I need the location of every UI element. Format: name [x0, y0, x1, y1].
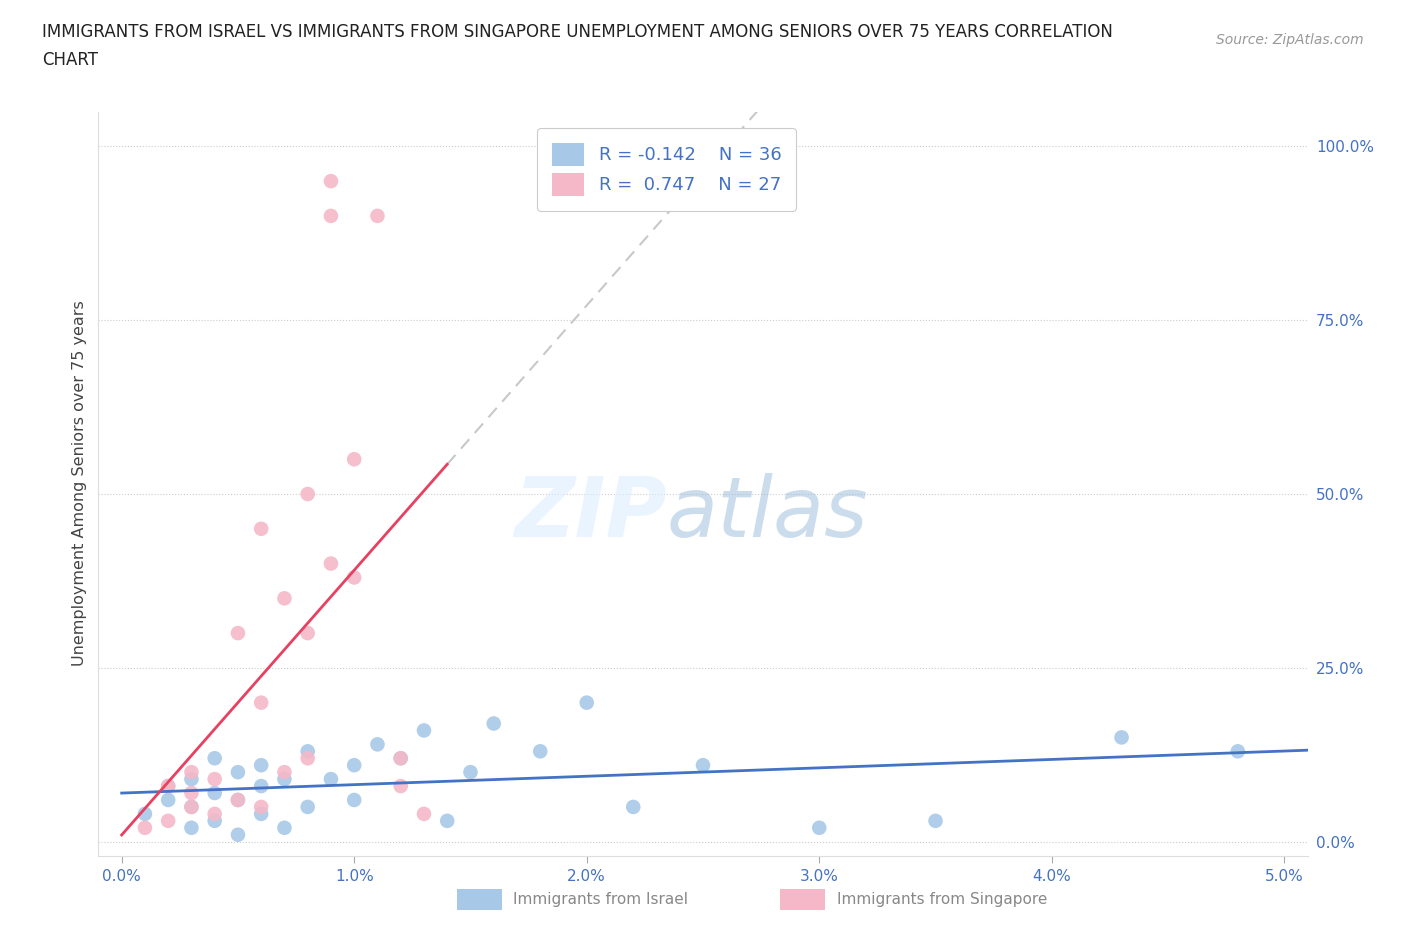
Point [180, 800, 202, 815]
Point [436, 814, 458, 829]
Point [180, 772, 202, 787]
Point [204, 751, 226, 765]
Point [204, 772, 226, 787]
Point [621, 800, 644, 815]
Point [157, 778, 180, 793]
Point [180, 820, 202, 835]
Point [389, 751, 412, 765]
Point [204, 806, 226, 821]
Point [460, 764, 482, 779]
Point [226, 792, 249, 807]
Point [924, 814, 946, 829]
Point [226, 828, 249, 843]
Point [319, 208, 342, 223]
Point [482, 716, 505, 731]
Point [389, 751, 412, 765]
Point [273, 820, 295, 835]
Point [273, 591, 295, 605]
Point [297, 751, 319, 765]
Point [250, 758, 273, 773]
Point [157, 814, 180, 829]
Point [366, 737, 388, 751]
Text: ZIP: ZIP [515, 472, 666, 554]
Text: atlas: atlas [666, 472, 869, 554]
Y-axis label: Unemployment Among Seniors over 75 years: Unemployment Among Seniors over 75 years [72, 300, 87, 667]
Point [297, 626, 319, 641]
Text: IMMIGRANTS FROM ISRAEL VS IMMIGRANTS FROM SINGAPORE UNEMPLOYMENT AMONG SENIORS O: IMMIGRANTS FROM ISRAEL VS IMMIGRANTS FRO… [42, 23, 1114, 41]
Text: Immigrants from Singapore: Immigrants from Singapore [837, 892, 1047, 907]
Point [297, 744, 319, 759]
Point [343, 452, 366, 467]
Point [529, 744, 551, 759]
Point [180, 786, 202, 801]
Point [575, 696, 598, 711]
Legend: R = -0.142    N = 36, R =  0.747    N = 27: R = -0.142 N = 36, R = 0.747 N = 27 [537, 128, 796, 210]
Point [250, 806, 273, 821]
Point [250, 778, 273, 793]
Point [389, 778, 412, 793]
Point [343, 758, 366, 773]
Point [250, 696, 273, 711]
Point [692, 758, 714, 773]
Point [180, 764, 202, 779]
Point [204, 786, 226, 801]
Point [413, 806, 436, 821]
Point [1111, 730, 1133, 745]
Point [250, 522, 273, 537]
Point [1226, 744, 1249, 759]
Point [297, 486, 319, 501]
Point [250, 800, 273, 815]
Point [343, 792, 366, 807]
Text: Immigrants from Israel: Immigrants from Israel [513, 892, 688, 907]
Point [157, 778, 180, 793]
Point [319, 772, 342, 787]
Text: Source: ZipAtlas.com: Source: ZipAtlas.com [1216, 33, 1364, 46]
Point [157, 792, 180, 807]
Text: CHART: CHART [42, 51, 98, 69]
Point [226, 764, 249, 779]
Point [297, 800, 319, 815]
Point [808, 820, 831, 835]
Point [134, 820, 156, 835]
Point [134, 806, 156, 821]
Point [319, 556, 342, 571]
Point [413, 723, 436, 737]
Point [319, 174, 342, 189]
Point [226, 792, 249, 807]
Point [204, 814, 226, 829]
Point [343, 570, 366, 585]
Point [273, 764, 295, 779]
Point [366, 208, 388, 223]
Point [226, 626, 249, 641]
Point [180, 800, 202, 815]
Point [273, 772, 295, 787]
